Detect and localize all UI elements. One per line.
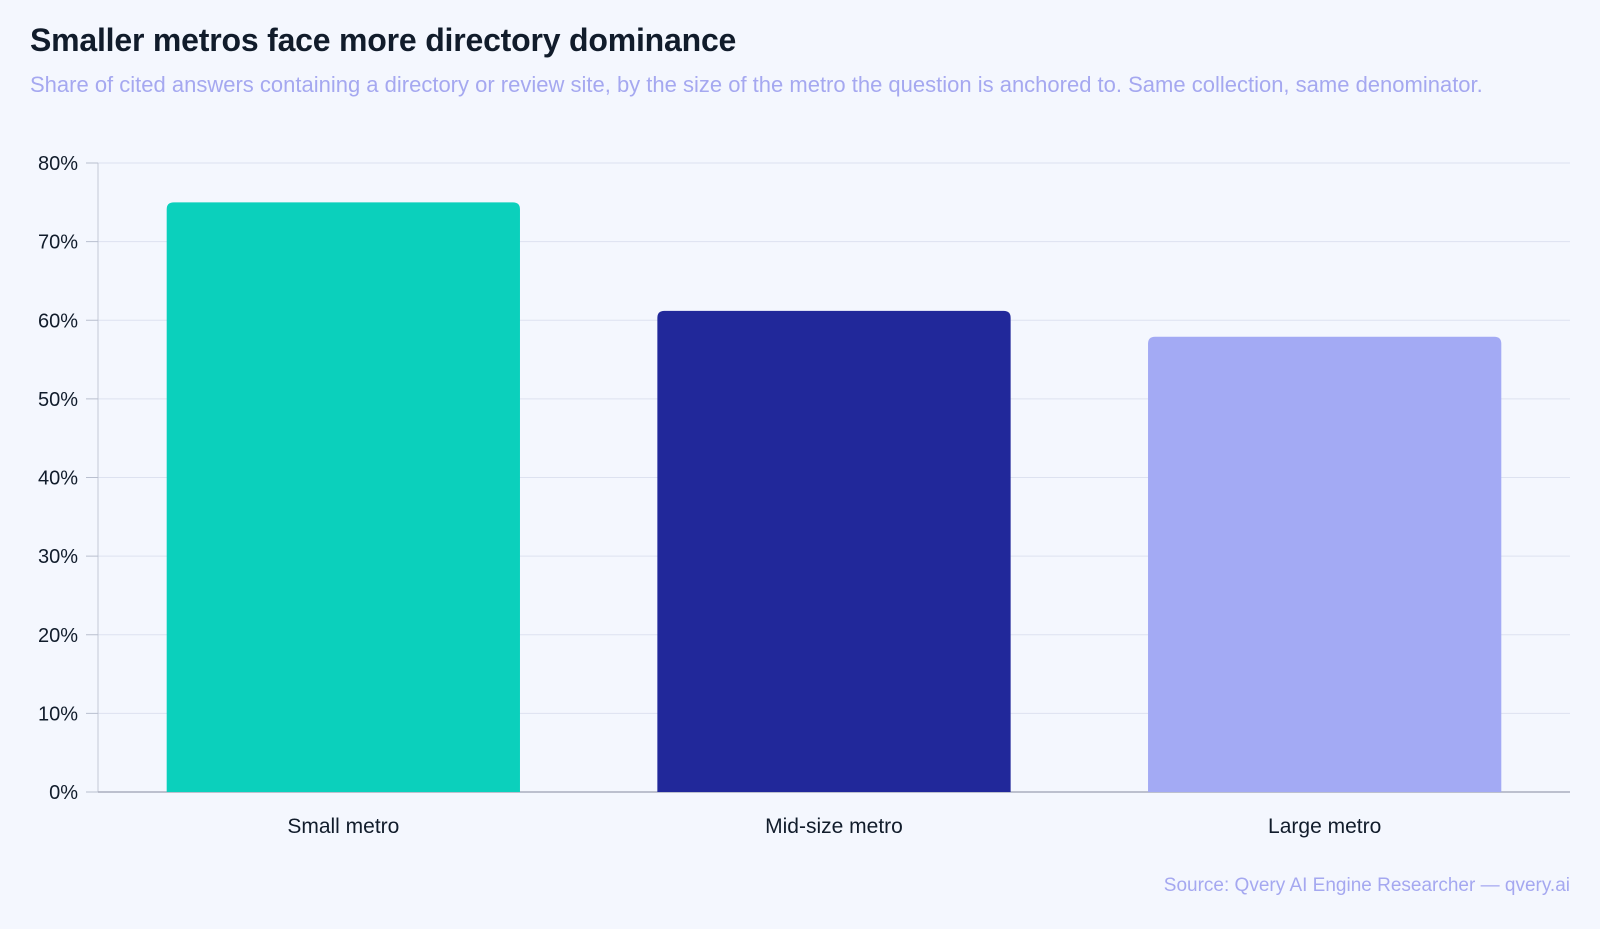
y-tick-label: 70% [38, 232, 78, 254]
y-tick-label: 60% [38, 310, 78, 332]
y-tick-label: 80% [38, 153, 78, 175]
bars [166, 202, 1502, 792]
x-category-label: Mid-size metro [765, 815, 903, 838]
y-axis-ticks: 0% 10% 20% 30% 40% 50% 60% 70% 80% [38, 153, 98, 804]
bar [1148, 336, 1502, 792]
y-tick-label: 10% [38, 703, 78, 725]
y-tick-label: 50% [38, 389, 78, 411]
x-category-label: Large metro [1268, 815, 1381, 838]
bar [166, 202, 520, 792]
bar [657, 310, 1011, 792]
x-category-label: Small metro [287, 815, 399, 838]
chart-subtitle: Share of cited answers containing a dire… [30, 72, 1483, 97]
y-tick-label: 40% [38, 468, 78, 490]
x-axis-labels: Small metro Mid-size metro Large metro [287, 815, 1381, 838]
y-tick-label: 30% [38, 546, 78, 568]
source-note: Source: Qvery AI Engine Researcher — qve… [1163, 875, 1570, 896]
chart-title: Smaller metros face more directory domin… [30, 22, 737, 58]
y-tick-label: 0% [49, 782, 78, 804]
y-tick-label: 20% [38, 625, 78, 647]
